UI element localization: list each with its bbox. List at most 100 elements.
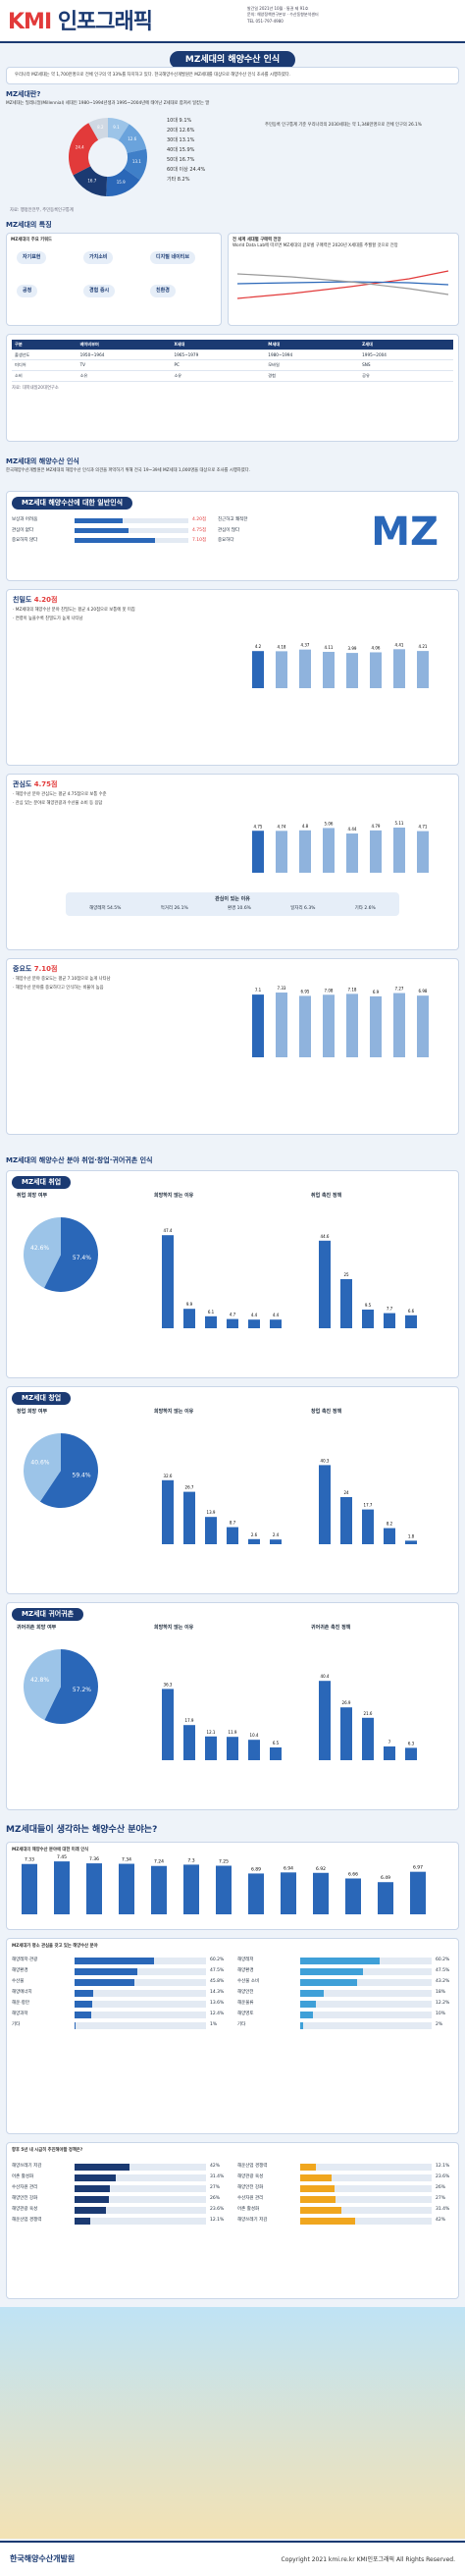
- table-cell: 1965~1979: [171, 349, 266, 361]
- footer: 한국해양수산개발원 Copyright 2021 kmi.re.kr KMI인포…: [0, 2541, 465, 2576]
- jobs-question: 창업 촉진 정책: [311, 1409, 342, 1415]
- hbar-fill: [300, 2174, 332, 2181]
- hbar-label: 어촌 활성화: [237, 2207, 260, 2213]
- table-cell: 소비: [12, 370, 78, 382]
- jobs-bar-label: 17.9: [185, 1718, 194, 1723]
- card-bar-label: 4.41: [395, 642, 404, 647]
- jobs-block: MZ세대 취업 57.4% 42.6% 취업 희망 여부 희망하지 않는 이유 취업 촉진…: [6, 1170, 459, 1378]
- pie-slice: [39, 1433, 98, 1508]
- card-bar: [323, 652, 335, 688]
- hbar-label: 해운산업 경쟁력: [237, 2164, 268, 2170]
- trend-box: 전 세계 세대별 구매력 전망 World Data Lab에 따르면 MZ세대…: [228, 233, 459, 326]
- hbar-label: 해양쓰레기 저감: [12, 2164, 42, 2170]
- hbar-track: [75, 2195, 206, 2203]
- logo: KMI 인포그래픽: [8, 10, 153, 34]
- trend-note: World Data Lab에 따르면 MZ세대의 글로벌 구매력은 2020년…: [232, 242, 398, 248]
- jobs-question: 귀어귀촌 희망 여부: [17, 1625, 57, 1631]
- card-bar-label: 4.44: [348, 827, 357, 832]
- table-cell: 1995~2004: [359, 349, 453, 361]
- jobs-bar: [162, 1479, 174, 1544]
- hbar-value: 23.6%: [436, 2174, 450, 2180]
- hbar-value: 31.4%: [436, 2207, 450, 2213]
- card-bar-label: 4.74: [278, 824, 286, 829]
- hbar-track: [75, 2163, 206, 2171]
- hbar-label: 해양영토: [237, 2012, 254, 2017]
- future-bar: [54, 1860, 70, 1914]
- hbar-fill: [75, 2195, 109, 2203]
- card-bullet: · MZ세대의 해양수산 분야 친밀도는 평균 4.20점으로 보통에 못 미침: [13, 608, 135, 614]
- future-bar: [86, 1862, 102, 1914]
- image-bar-track: [75, 528, 188, 534]
- jobs-bar-label: 6.1: [208, 1310, 215, 1315]
- pie-label: 57.4%: [73, 1255, 91, 1261]
- hbar-track: [300, 1989, 432, 1997]
- pie-label: 40.6%: [30, 1460, 49, 1467]
- image-bar-value: 4.75점: [192, 527, 207, 533]
- jobs-blocks: MZ세대 취업 57.4% 42.6% 취업 희망 여부 희망하지 않는 이유 취업 촉진…: [6, 1170, 459, 1818]
- jobs-bar-label: 8.7: [230, 1521, 236, 1526]
- future-q1-box: MZ세대의 해양수산 분야에 대한 미래 인식 7.33 7.45 7.36 7.34…: [6, 1842, 459, 1930]
- hbar-track: [75, 2206, 206, 2214]
- hbar-track: [75, 2174, 206, 2181]
- keyword-cloud: 자기표현 가치소비 디지털 네이티브 공정 경험 중시 친환경: [11, 243, 217, 322]
- future-bar: [313, 1872, 329, 1914]
- interest-item: 환경 10.6%: [227, 905, 251, 911]
- keyword-bubble: 가치소비: [83, 250, 114, 264]
- jobs-bar: [162, 1235, 174, 1328]
- hbar-value: 27%: [436, 2196, 446, 2202]
- table-cell: X세대: [171, 340, 266, 350]
- table-cell: 1980~1994: [265, 349, 360, 361]
- jobs-question: 귀어귀촌 촉진 정책: [311, 1625, 351, 1631]
- image-bar-value: 4.20점: [192, 517, 207, 523]
- donut-legend: 기타 8.2%: [167, 176, 190, 183]
- future-q3: 향후 5년 내 시급히 추진해야할 정책은?: [12, 2148, 83, 2153]
- future-bar-label: 7.24: [154, 1859, 164, 1865]
- jobs-bar-chart: 40.3 24 17.7 8.2 1.8: [319, 1458, 417, 1544]
- hbar-fill: [300, 2000, 317, 2008]
- card-bar: [252, 651, 264, 688]
- pie-label: 57.2%: [73, 1687, 91, 1693]
- future-bar: [378, 1882, 393, 1914]
- keywords-box: MZ세대의 주요 키워드 자기표현 가치소비 디지털 네이티브 공정 경험 중시 친환경: [6, 233, 222, 326]
- card-bar: [346, 833, 358, 873]
- future-bar-chart: 7.33 7.45 7.36 7.34 7.24 7.3 7.25 6.89 6.94 6.92 6…: [22, 1854, 426, 1914]
- hbar-fill: [300, 2195, 336, 2203]
- page-title: MZ세대의 해양수산 인식: [169, 51, 296, 70]
- hbar-row: 해양레저 60.2%: [237, 1957, 453, 1964]
- image-bar-row: 중요하지 않다 7.10점 중요하다: [12, 538, 267, 544]
- hbar-row: 수산자원 관리 27%: [237, 2195, 453, 2203]
- future-bar-label: 7.33: [25, 1857, 34, 1863]
- table-row: 미디어 TV PC 모바일 SNS: [12, 359, 453, 372]
- card-title: 관심도 4.75점: [13, 780, 58, 788]
- hbar-value: 47.5%: [210, 1968, 225, 1974]
- image-bar-fill: [75, 538, 156, 544]
- hbar-label: 해양안전 강화: [12, 2196, 38, 2202]
- jobs-bar: [162, 1689, 174, 1760]
- hbar-row: 해운산업 경쟁력 12.1%: [237, 2163, 453, 2171]
- donut-label: 24.4: [76, 144, 84, 149]
- card-bar-label: 4.79: [372, 824, 381, 829]
- card-bar-chart: 7.1 7.33 6.95 7.08 7.18 6.9 7.27 6.98: [252, 986, 429, 1057]
- jobs-bar: [183, 1491, 195, 1544]
- hbar-track: [300, 2206, 432, 2214]
- hbar-row: 해운·항만 13.6%: [12, 2000, 228, 2008]
- hbar-label: 수산자원 관리: [12, 2185, 38, 2191]
- future-bar-label: 7.25: [219, 1858, 229, 1864]
- jobs-bar-label: 44.6: [321, 1234, 330, 1239]
- jobs-block-title: MZ세대 취업: [12, 1176, 72, 1190]
- donut-slice: [88, 118, 108, 140]
- hbar-value: 2%: [436, 2022, 443, 2028]
- title-section: MZ세대의 해양수산 인식: [6, 51, 459, 70]
- hbar-track: [300, 1978, 432, 1986]
- trend-line: [236, 280, 449, 286]
- future-bar-label: 7.36: [89, 1856, 99, 1862]
- card-bar: [276, 651, 287, 688]
- hbar-value: 42%: [210, 2164, 221, 2170]
- card-bar: [323, 828, 335, 873]
- future-bar: [119, 1863, 134, 1914]
- hbar-value: 60.2%: [436, 1958, 450, 1963]
- jobs-bar-label: 4.4: [273, 1313, 280, 1317]
- image-bar-row: 관심이 없다 4.75점 관심이 많다: [12, 528, 267, 534]
- hbar-track: [75, 1957, 206, 1964]
- future-bar: [22, 1863, 37, 1914]
